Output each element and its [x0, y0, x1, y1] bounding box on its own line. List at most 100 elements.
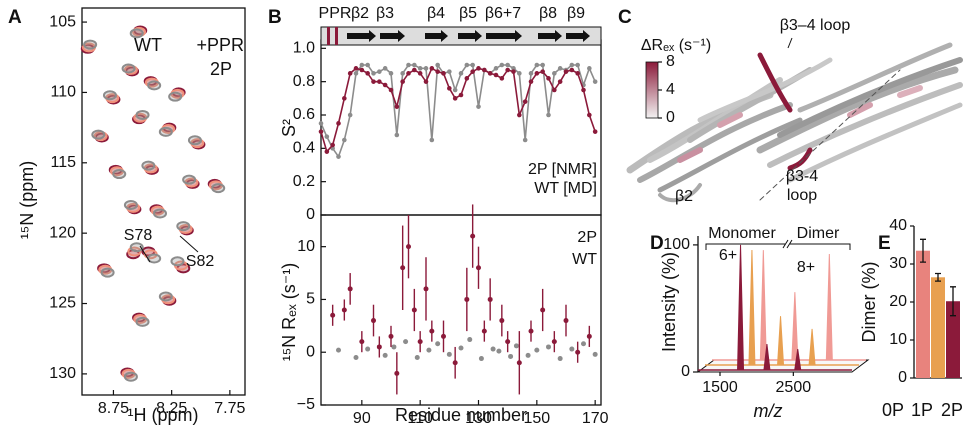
bar [946, 301, 960, 378]
point [382, 352, 388, 358]
point [505, 67, 510, 73]
point [581, 87, 586, 93]
y-axis-label: ¹⁵N Rₑₓ (s⁻¹) [279, 263, 299, 362]
peak [153, 208, 168, 219]
y-tick-label: 120 [49, 224, 76, 241]
peak [135, 109, 150, 120]
point [406, 244, 411, 250]
protein-structure [626, 42, 963, 203]
point [382, 82, 388, 88]
peak [129, 242, 144, 253]
structure-label: β4 [427, 5, 445, 22]
point [587, 66, 592, 71]
point [522, 99, 528, 104]
point [534, 71, 540, 76]
legend-entry: WT [572, 251, 597, 268]
x-tick-label: 8.75 [98, 400, 129, 417]
point [528, 71, 534, 76]
point [359, 339, 365, 345]
strand-arrow [566, 30, 590, 42]
point [388, 87, 394, 93]
peak [121, 63, 136, 74]
y-tick-label: 100 [663, 236, 690, 253]
point [490, 346, 496, 352]
point [377, 69, 382, 74]
peak [147, 80, 162, 91]
annotation: β2 [675, 188, 693, 205]
peak [135, 316, 150, 327]
point [467, 337, 473, 343]
bracket [705, 243, 851, 250]
point [563, 69, 569, 74]
point [336, 347, 341, 353]
point [382, 66, 388, 71]
ppr-mark [335, 27, 338, 45]
x-tick-label: 170 [582, 410, 609, 425]
point [569, 346, 575, 352]
point [414, 355, 420, 360]
point [347, 71, 353, 76]
point [481, 328, 487, 334]
peak [123, 200, 138, 211]
point [441, 71, 446, 76]
peak [737, 244, 745, 371]
point [482, 67, 487, 73]
leader-line [179, 235, 199, 253]
point [342, 137, 347, 143]
point [365, 71, 370, 76]
point [511, 69, 516, 74]
peak [182, 174, 197, 185]
point [359, 67, 365, 73]
panel-label: B [268, 7, 282, 28]
peak [759, 250, 767, 361]
point [592, 79, 598, 84]
point [499, 318, 505, 324]
x-tick-label: 90 [353, 410, 371, 425]
point [575, 349, 581, 355]
x-tick-label: 1500 [702, 379, 738, 396]
point [330, 312, 336, 318]
category-label: 0P [882, 400, 904, 420]
point [499, 76, 505, 81]
point [493, 66, 499, 71]
point [353, 66, 359, 71]
point [557, 79, 563, 84]
point [426, 347, 432, 353]
point [540, 307, 546, 313]
panel-label: A [8, 7, 22, 28]
point [365, 346, 371, 352]
point [557, 356, 563, 362]
error-bar [920, 238, 926, 263]
y-tick-label: 0 [306, 206, 315, 223]
bracket-break [782, 239, 793, 249]
point [429, 328, 435, 334]
point [359, 62, 365, 68]
point [552, 71, 557, 76]
y-tick-label: −5 [297, 396, 315, 413]
point [417, 339, 423, 345]
point [412, 67, 417, 73]
point [528, 328, 534, 334]
peak [123, 371, 138, 382]
peak [794, 349, 802, 371]
y-tick-label: 115 [50, 154, 76, 171]
point [517, 71, 522, 76]
point [376, 344, 382, 350]
point [388, 71, 394, 76]
point [447, 69, 452, 74]
axes-frame [320, 214, 602, 406]
point [470, 62, 475, 68]
annotation: loop [787, 187, 817, 204]
strand-arrow [347, 30, 376, 42]
point [525, 352, 531, 358]
point [353, 355, 359, 360]
strand-arrow [486, 30, 522, 42]
annotation: 8+ [797, 259, 815, 276]
point [563, 318, 569, 324]
legend-entry: +PPR [196, 35, 244, 55]
point [487, 71, 493, 76]
peak [791, 292, 799, 361]
point [347, 286, 353, 292]
structure-label: β3 [376, 5, 394, 22]
y-tick-label: 125 [49, 295, 76, 312]
